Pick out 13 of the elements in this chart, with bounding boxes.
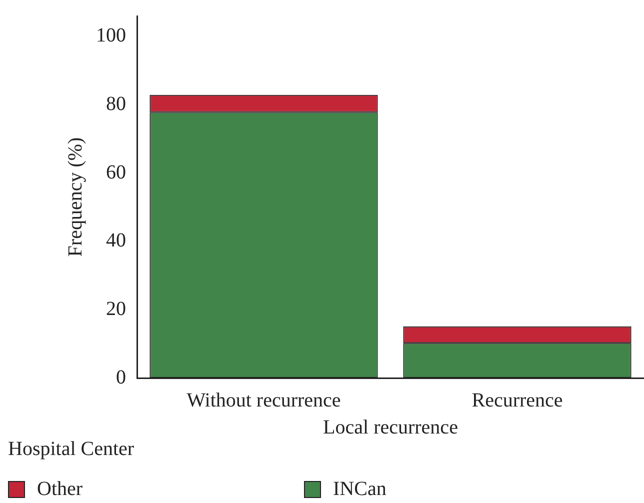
- y-tick-label: 0: [116, 366, 126, 388]
- y-tick-label: 20: [106, 298, 126, 320]
- y-tick-label: 60: [106, 161, 126, 184]
- y-tick-label: 40: [106, 230, 126, 252]
- y-tick-label: 100: [96, 24, 126, 47]
- x-tick-label: Without recurrence: [186, 389, 341, 412]
- y-tick-label: 80: [106, 93, 126, 116]
- x-tick-label: Recurrence: [472, 389, 563, 412]
- y-axis-title: Frequency (%): [64, 137, 86, 257]
- legend-title: Hospital Center: [8, 438, 134, 461]
- legend-label: Other: [37, 478, 83, 501]
- legend-label: INCan: [333, 478, 386, 501]
- x-axis-title: Local recurrence: [323, 416, 458, 438]
